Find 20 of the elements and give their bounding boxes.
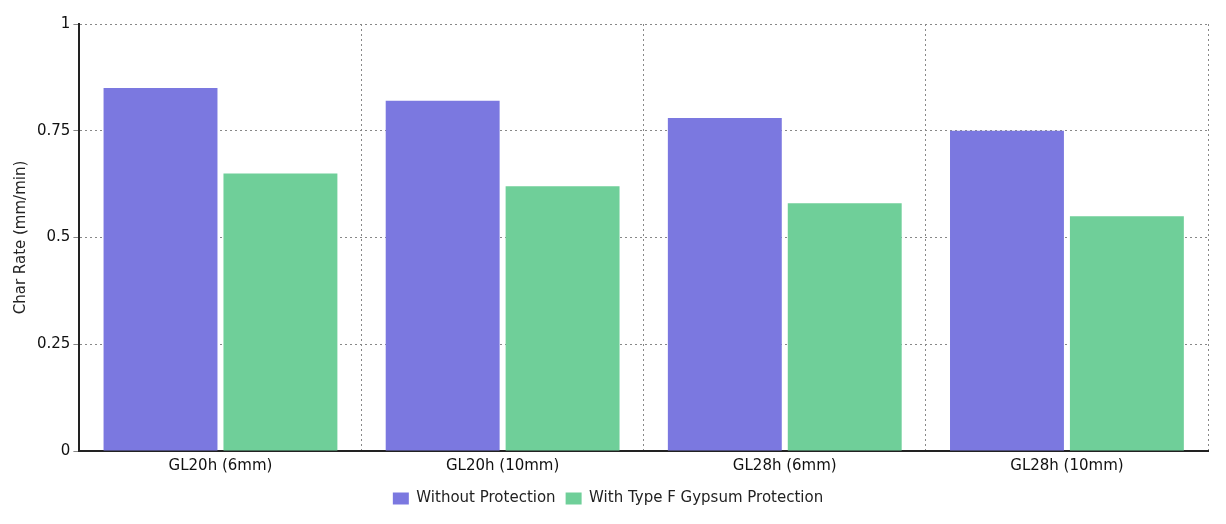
x-tick-label: GL20h (10mm) bbox=[445, 455, 560, 474]
x-tick-label: GL28h (6mm) bbox=[732, 455, 837, 474]
y-tick-label: 0 bbox=[60, 440, 71, 459]
legend-label: Without Protection bbox=[416, 488, 556, 507]
y-tick-label: 0.5 bbox=[46, 227, 71, 246]
bar bbox=[223, 173, 338, 451]
bar bbox=[787, 203, 902, 451]
bar bbox=[505, 186, 620, 451]
y-tick-label: 0.25 bbox=[36, 334, 71, 353]
bar bbox=[950, 130, 1064, 451]
legend-label: With Type F Gypsum Protection bbox=[589, 488, 824, 507]
y-tick-label: 1 bbox=[60, 13, 71, 32]
bar bbox=[667, 117, 782, 451]
x-tick-label: GL20h (6mm) bbox=[168, 455, 273, 474]
bar bbox=[103, 88, 218, 451]
bar bbox=[385, 100, 500, 451]
bar bbox=[1069, 216, 1184, 451]
y-axis-title: Char Rate (mm/min) bbox=[10, 160, 29, 315]
x-tick-label: GL28h (10mm) bbox=[1010, 455, 1124, 474]
y-tick-label: 0.75 bbox=[36, 120, 71, 139]
